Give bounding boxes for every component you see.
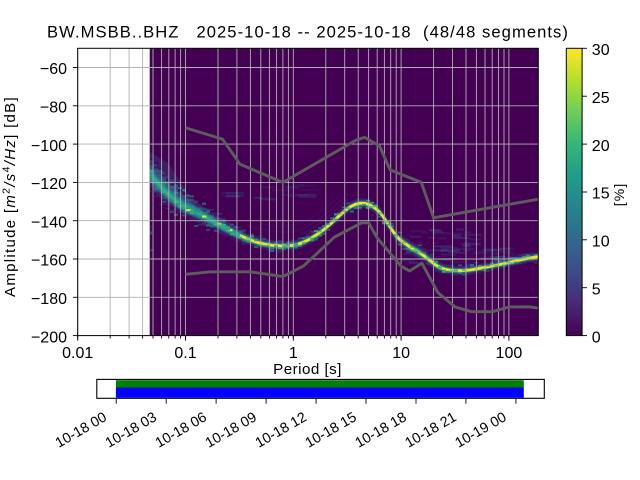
svg-text:1: 1 <box>289 345 298 362</box>
svg-text:−200: −200 <box>31 329 67 346</box>
svg-text:−140: −140 <box>31 214 67 231</box>
svg-text:−120: −120 <box>31 176 67 193</box>
svg-text:[%]: [%] <box>611 182 627 206</box>
svg-text:−80: −80 <box>40 100 67 117</box>
svg-text:10: 10 <box>392 345 410 362</box>
svg-text:−100: −100 <box>31 138 67 155</box>
svg-text:Amplitude [m2/s4/Hz] [dB]: Amplitude [m2/s4/Hz] [dB] <box>1 96 19 297</box>
svg-text:30: 30 <box>592 42 610 59</box>
svg-text:20: 20 <box>592 138 610 155</box>
svg-text:25: 25 <box>592 90 610 107</box>
svg-text:−180: −180 <box>31 291 67 308</box>
svg-text:BW.MSBB..BHZ 2025-10-18 -- 2: BW.MSBB..BHZ 2025-10-18 -- 2025-10-18 (4… <box>47 23 569 42</box>
svg-text:0: 0 <box>592 329 601 346</box>
svg-text:−60: −60 <box>40 61 67 78</box>
svg-text:15: 15 <box>592 186 610 203</box>
svg-text:0.01: 0.01 <box>62 345 93 362</box>
svg-text:Period [s]: Period [s] <box>273 361 342 378</box>
svg-text:100: 100 <box>496 345 523 362</box>
svg-text:−160: −160 <box>31 253 67 270</box>
svg-text:5: 5 <box>592 281 601 298</box>
svg-text:10: 10 <box>592 234 610 251</box>
svg-text:0.1: 0.1 <box>174 345 196 362</box>
